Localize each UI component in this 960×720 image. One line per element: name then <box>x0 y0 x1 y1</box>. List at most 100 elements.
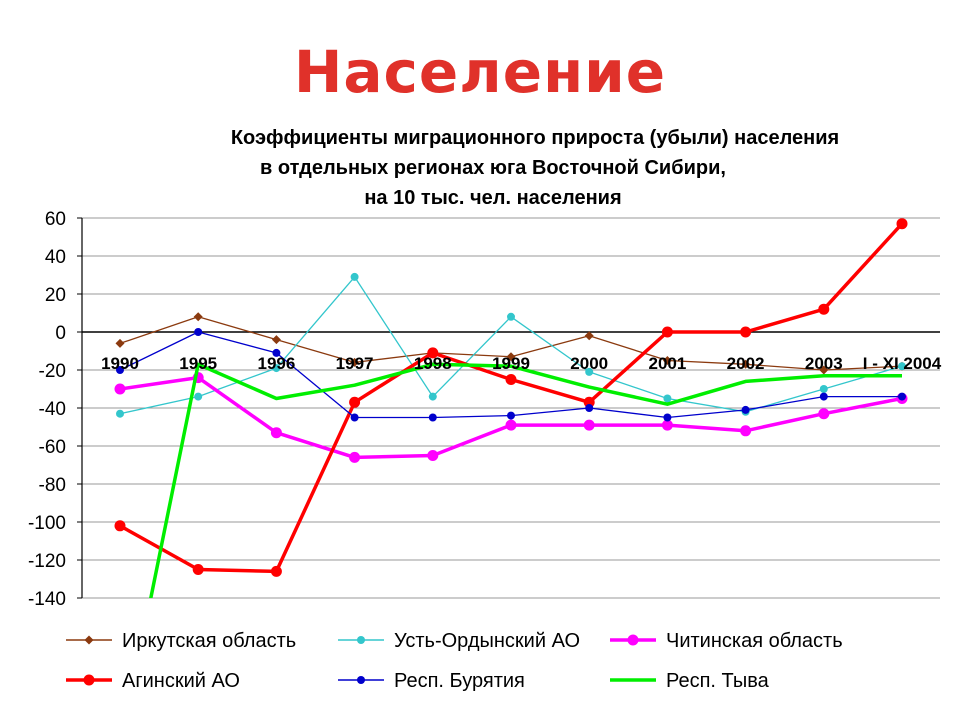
x-tick-label: 1998 <box>414 354 452 373</box>
data-point <box>583 419 595 431</box>
data-point <box>350 413 359 422</box>
chart-title-line-1: Коэффициенты миграционного прироста (убы… <box>231 127 839 149</box>
axis-layer: 60 40 20 0 -20 -40 -60 -80 -100 -120 -140 <box>28 209 940 610</box>
data-point <box>740 326 752 338</box>
legend: Иркутская область Усть-Ордынский АО Читинс… <box>66 630 843 692</box>
data-point <box>661 326 673 338</box>
series-line <box>119 276 903 415</box>
legend-swatch-marker <box>357 676 365 684</box>
data-point <box>505 374 517 385</box>
data-point <box>271 335 281 345</box>
series-line <box>149 362 902 598</box>
data-point <box>427 450 439 461</box>
data-point <box>114 520 126 532</box>
data-point <box>662 356 672 365</box>
data-point <box>585 404 594 412</box>
x-tick-label: 1997 <box>336 354 374 373</box>
series-line <box>119 222 904 574</box>
y-tick-label: 60 <box>45 209 66 230</box>
legend-swatch-marker <box>84 635 94 645</box>
series-layer <box>114 218 908 598</box>
data-point <box>741 405 750 414</box>
data-point <box>270 565 282 577</box>
y-tick-label: -20 <box>39 361 66 382</box>
legend-item: Читинская область <box>610 630 843 652</box>
legend-item: Агинский АО <box>66 670 240 692</box>
legend-label: Респ. Бурятия <box>394 670 525 692</box>
x-tick-label: 2003 <box>805 354 843 373</box>
data-point <box>427 347 439 359</box>
x-tick-label: I - XI 2004 <box>863 354 942 373</box>
data-point <box>349 451 361 463</box>
data-point <box>819 365 829 375</box>
data-point <box>194 392 203 401</box>
chart-title-line-2: в отдельных регионах юга Восточной Сибир… <box>260 157 726 179</box>
x-tick-label: 1999 <box>492 354 530 373</box>
y-tick-label: -140 <box>28 589 66 610</box>
data-point <box>115 338 125 348</box>
data-point <box>818 408 830 420</box>
data-point <box>505 419 517 431</box>
data-point <box>896 218 908 230</box>
y-tick-label: 20 <box>45 285 66 306</box>
data-point <box>270 427 282 439</box>
y-tick-label: -60 <box>39 437 66 458</box>
data-point <box>428 413 437 422</box>
x-tick-label: 1996 <box>257 354 295 373</box>
data-point <box>507 411 515 420</box>
x-tick-label: 2000 <box>570 354 608 373</box>
data-point <box>741 359 751 369</box>
y-tick-label: 40 <box>45 247 66 268</box>
data-point <box>350 357 360 367</box>
data-point <box>507 312 515 321</box>
legend-label: Агинский АО <box>122 670 240 692</box>
chart-title: Коэффициенты миграционного прироста (убы… <box>231 127 839 209</box>
x-tick-label: 2002 <box>727 354 765 373</box>
data-point <box>272 364 281 373</box>
legend-swatch-marker <box>357 636 365 644</box>
data-point <box>898 392 906 401</box>
legend-item: Усть-Ордынский АО <box>338 630 580 652</box>
data-point <box>740 425 752 437</box>
data-point <box>349 396 361 408</box>
y-tick-label: -40 <box>39 399 66 420</box>
slide-title: Население <box>293 38 667 106</box>
data-point <box>272 348 281 357</box>
data-point <box>584 331 594 341</box>
legend-label: Усть-Ордынский АО <box>394 630 580 652</box>
data-point <box>114 383 126 395</box>
legend-item: Иркутская область <box>66 630 296 652</box>
data-point <box>661 419 673 431</box>
x-tick-label: 1995 <box>179 354 217 373</box>
legend-item: Респ. Тыва <box>610 670 770 692</box>
data-point <box>116 409 124 418</box>
data-point <box>898 362 906 371</box>
x-tick-label: 1990 <box>101 354 139 373</box>
legend-item: Респ. Бурятия <box>338 670 525 692</box>
data-point <box>428 392 437 401</box>
y-tick-label: -120 <box>28 551 66 572</box>
data-point <box>818 303 830 315</box>
data-point <box>116 366 124 374</box>
data-point <box>194 328 203 336</box>
data-point <box>506 352 516 362</box>
legend-swatch-marker <box>627 634 639 646</box>
data-point <box>583 396 595 408</box>
legend-swatch-marker <box>83 674 95 686</box>
y-tick-label: -100 <box>28 513 66 534</box>
chart-title-line-3: на 10 тыс. чел. населения <box>364 187 621 209</box>
data-point <box>192 564 204 575</box>
legend-label: Респ. Тыва <box>666 670 770 692</box>
data-point <box>193 312 203 322</box>
data-point <box>819 392 828 401</box>
data-point <box>819 385 828 393</box>
legend-label: Читинская область <box>666 630 843 652</box>
data-point <box>350 272 359 281</box>
data-point <box>585 367 594 376</box>
y-tick-label: -80 <box>39 475 66 496</box>
category-labels: 1990 1995 1996 1997 1998 1999 2000 2001 2002 2003… <box>101 354 942 373</box>
grid-layer <box>82 217 940 599</box>
y-tick-label: 0 <box>55 323 66 344</box>
data-point <box>663 413 672 422</box>
